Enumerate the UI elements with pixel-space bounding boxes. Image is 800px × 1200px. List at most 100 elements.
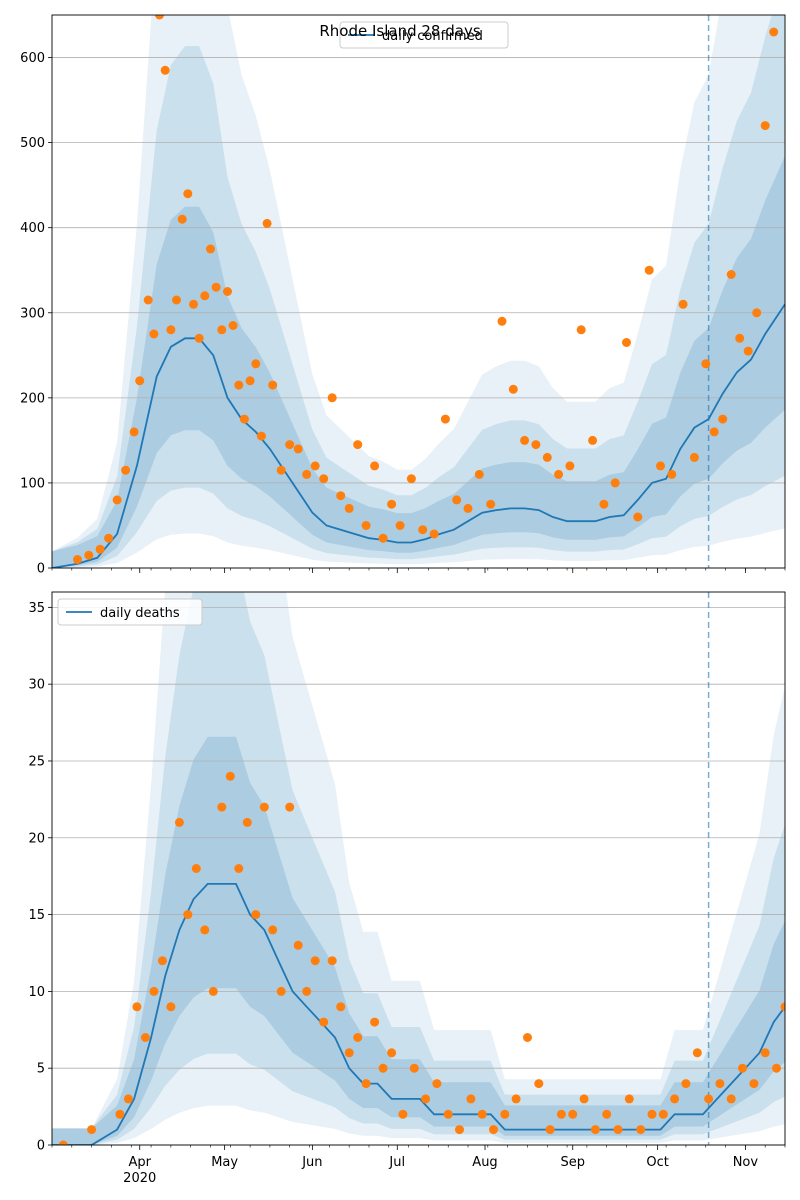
- observed-point: [752, 308, 762, 318]
- observed-point: [251, 359, 261, 369]
- uncertainty-bands: [52, 15, 785, 568]
- observed-point: [760, 121, 770, 131]
- observed-point: [633, 512, 643, 522]
- observed-point: [95, 544, 105, 554]
- observed-point: [726, 1094, 736, 1104]
- y-tick-label: 500: [20, 136, 45, 151]
- observed-point: [155, 15, 164, 20]
- observed-point: [160, 65, 170, 75]
- y-tick-label: 300: [20, 306, 45, 321]
- observed-point: [217, 802, 227, 812]
- observed-point: [387, 1048, 397, 1058]
- observed-point: [206, 244, 215, 254]
- observed-point: [440, 414, 450, 424]
- x-tick-year-label: 2020: [123, 1171, 156, 1186]
- observed-point: [599, 499, 609, 509]
- observed-point: [262, 218, 272, 228]
- observed-point: [772, 1063, 781, 1073]
- band-1: [52, 592, 785, 1145]
- observed-point: [121, 465, 131, 475]
- chart-title: Rhode Island 28 days: [319, 22, 480, 40]
- y-tick-label: 600: [20, 51, 45, 66]
- observed-point: [701, 359, 711, 369]
- observed-point: [715, 1079, 725, 1089]
- observed-point: [622, 338, 631, 347]
- observed-point: [268, 380, 278, 390]
- observed-point: [534, 1079, 544, 1089]
- observed-point: [588, 435, 598, 445]
- observed-point: [477, 1109, 487, 1119]
- series-line-group: [52, 15, 785, 568]
- observed-point: [432, 1079, 442, 1089]
- series-line: [52, 883, 785, 1145]
- observed-point: [636, 1125, 646, 1135]
- observed-point: [463, 503, 473, 513]
- uncertainty-bands: [52, 592, 785, 1145]
- observed-point: [523, 1033, 532, 1042]
- observed-point: [319, 1017, 329, 1027]
- observed-point: [208, 986, 218, 996]
- observed-point: [84, 550, 94, 560]
- observed-point: [87, 1125, 97, 1135]
- observed-point: [112, 495, 122, 505]
- observed-point: [245, 376, 255, 386]
- y-tick-label: 0: [37, 562, 45, 577]
- observed-point: [644, 265, 654, 275]
- observed-point: [302, 986, 312, 996]
- observed-point: [418, 525, 428, 535]
- observed-point: [610, 478, 620, 488]
- observed-point: [319, 474, 329, 484]
- observed-point: [256, 431, 266, 441]
- observed-point: [259, 802, 269, 812]
- observed-point: [123, 1094, 133, 1104]
- observed-point: [489, 1125, 498, 1135]
- observed-point: [709, 427, 719, 437]
- observed-point: [406, 474, 416, 484]
- band-2: [52, 155, 785, 568]
- observed-point: [576, 325, 586, 335]
- observed-point: [378, 1063, 388, 1073]
- observed-point: [194, 333, 204, 343]
- y-tick-label: 400: [20, 221, 45, 236]
- observed-point: [718, 414, 728, 424]
- observed-point: [726, 270, 736, 279]
- observed-point: [104, 533, 114, 543]
- observed-point: [568, 1109, 578, 1119]
- observed-point: [692, 1048, 702, 1058]
- observed-point: [58, 1140, 68, 1145]
- axes-frame: [51, 591, 786, 1146]
- observed-point: [387, 499, 397, 509]
- observed-point: [520, 435, 530, 445]
- observed-point: [228, 321, 238, 330]
- observed-point: [361, 1079, 371, 1089]
- observed-point: [370, 1017, 380, 1027]
- observed-point: [531, 440, 541, 450]
- observed-point: [234, 864, 244, 873]
- observed-point: [132, 1002, 142, 1012]
- observed-point: [361, 521, 371, 530]
- x-tick-label: Oct: [646, 1155, 668, 1170]
- axes-frame: [51, 14, 786, 569]
- observed-point: [157, 956, 167, 966]
- observed-point: [511, 1094, 521, 1104]
- observed-point: [474, 469, 484, 479]
- observed-point: [177, 214, 187, 224]
- observed-point: [378, 533, 388, 543]
- x-tick-label: Sep: [560, 1155, 585, 1170]
- observed-point: [760, 1048, 770, 1058]
- legend: daily confirmed: [339, 21, 509, 49]
- observed-point: [579, 1094, 589, 1104]
- x-tick-label: Aug: [472, 1155, 497, 1170]
- observed-point: [395, 521, 405, 530]
- observed-point: [429, 529, 439, 539]
- observed-point: [353, 1033, 363, 1042]
- observed-point: [189, 299, 198, 309]
- observed-point: [73, 555, 82, 564]
- band-0: [52, 15, 785, 568]
- observed-point: [409, 1063, 419, 1073]
- observed-point: [667, 469, 677, 479]
- observed-point: [135, 376, 145, 386]
- observed-point: [285, 802, 295, 812]
- x-tick-label: Nov: [733, 1155, 759, 1170]
- y-tick-label: 5: [37, 1062, 45, 1077]
